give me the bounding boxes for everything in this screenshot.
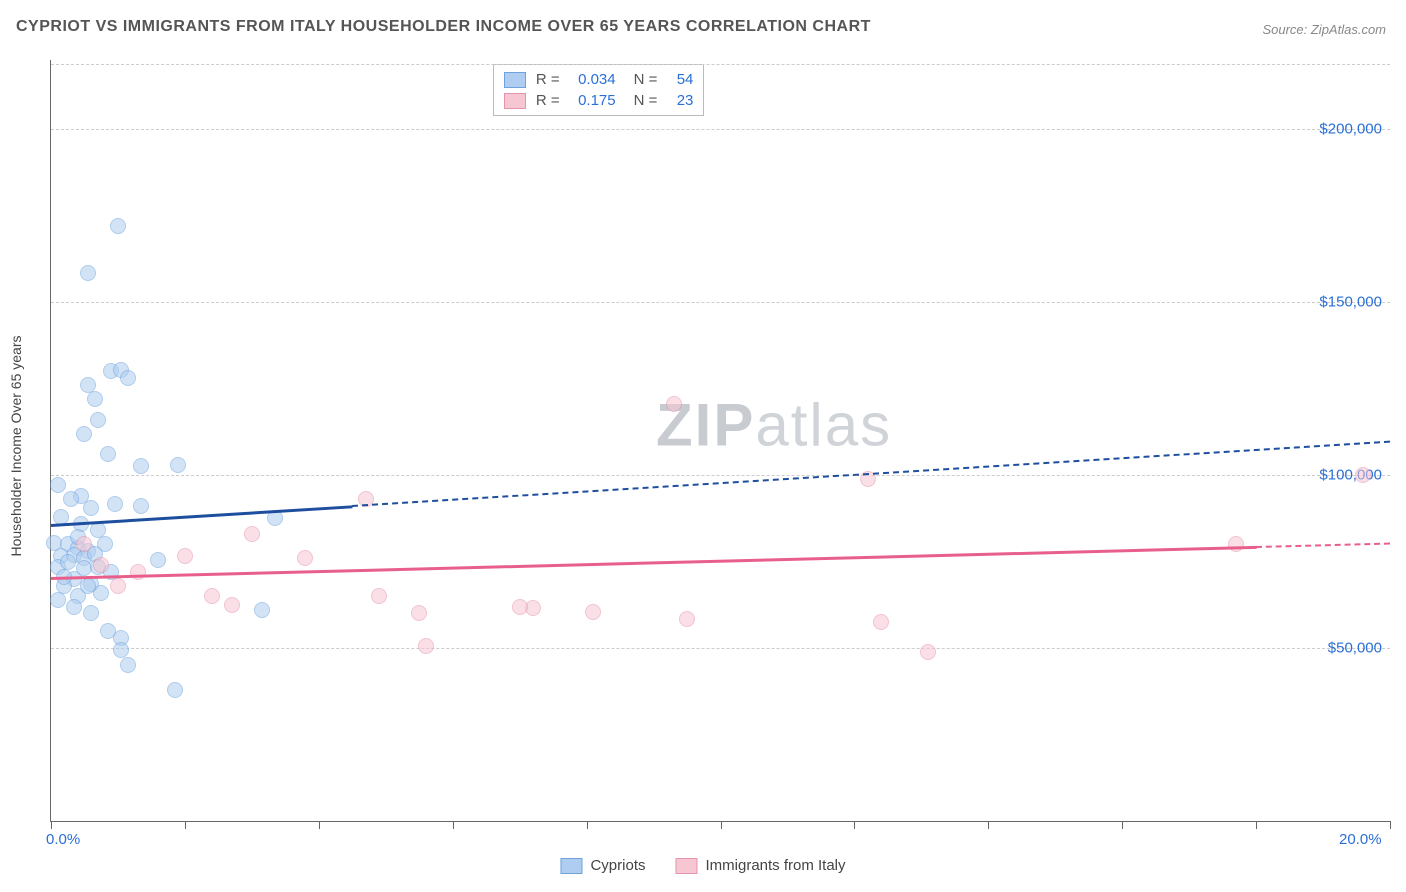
- data-point: [110, 218, 126, 234]
- x-tick: [1390, 821, 1391, 829]
- trend-line-solid: [51, 546, 1256, 580]
- x-tick: [1256, 821, 1257, 829]
- gridline: [51, 475, 1390, 476]
- x-tick: [51, 821, 52, 829]
- data-point: [1228, 536, 1244, 552]
- legend-item: Cypriots: [560, 857, 645, 874]
- data-point: [150, 552, 166, 568]
- data-point: [66, 599, 82, 615]
- x-tick: [1122, 821, 1123, 829]
- data-point: [90, 412, 106, 428]
- y-axis-label: Householder Income Over 65 years: [8, 336, 24, 557]
- legend-swatch: [504, 72, 526, 88]
- watermark-atlas: atlas: [755, 392, 892, 459]
- legend-swatch: [675, 858, 697, 874]
- data-point: [93, 557, 109, 573]
- data-point: [120, 370, 136, 386]
- data-point: [50, 477, 66, 493]
- data-point: [87, 391, 103, 407]
- x-tick: [185, 821, 186, 829]
- stat-r-label: R =: [536, 92, 560, 109]
- x-tick: [721, 821, 722, 829]
- x-tick: [453, 821, 454, 829]
- x-tick: [587, 821, 588, 829]
- trend-line-dashed: [1256, 543, 1390, 548]
- data-point: [133, 458, 149, 474]
- legend-label: Immigrants from Italy: [705, 857, 845, 874]
- scatter-plot-area: ZIPatlas R = 0.034 N = 54 R = 0.175 N = 23 $50,…: [50, 60, 1390, 822]
- data-point: [120, 657, 136, 673]
- stat-n-label: N =: [634, 92, 658, 109]
- watermark: ZIPatlas: [656, 391, 892, 460]
- series-legend: Cypriots Immigrants from Italy: [560, 857, 845, 874]
- stat-n-value: 54: [663, 71, 693, 88]
- data-point: [80, 578, 96, 594]
- stat-r-value: 0.034: [566, 71, 616, 88]
- trend-line-dashed: [352, 440, 1390, 506]
- y-tick-label: $200,000: [1319, 121, 1382, 138]
- stats-legend-row: R = 0.175 N = 23: [504, 90, 694, 111]
- data-point: [224, 597, 240, 613]
- legend-swatch: [560, 858, 582, 874]
- data-point: [170, 457, 186, 473]
- data-point: [100, 446, 116, 462]
- data-point: [110, 578, 126, 594]
- data-point: [297, 550, 313, 566]
- data-point: [679, 611, 695, 627]
- stats-legend-row: R = 0.034 N = 54: [504, 69, 694, 90]
- data-point: [50, 592, 66, 608]
- data-point: [76, 426, 92, 442]
- data-point: [113, 642, 129, 658]
- gridline: [51, 129, 1390, 130]
- data-point: [83, 500, 99, 516]
- legend-swatch: [504, 93, 526, 109]
- data-point: [204, 588, 220, 604]
- data-point: [60, 554, 76, 570]
- data-point: [80, 265, 96, 281]
- legend-item: Immigrants from Italy: [675, 857, 845, 874]
- source-attribution: Source: ZipAtlas.com: [1262, 22, 1386, 37]
- data-point: [83, 605, 99, 621]
- data-point: [133, 498, 149, 514]
- x-tick-label: 20.0%: [1339, 831, 1382, 848]
- data-point: [63, 491, 79, 507]
- stat-r-label: R =: [536, 71, 560, 88]
- data-point: [107, 496, 123, 512]
- data-point: [371, 588, 387, 604]
- y-tick-label: $150,000: [1319, 294, 1382, 311]
- data-point: [167, 682, 183, 698]
- x-tick: [854, 821, 855, 829]
- data-point: [1355, 467, 1371, 483]
- stats-legend: R = 0.034 N = 54 R = 0.175 N = 23: [493, 64, 705, 116]
- data-point: [244, 526, 260, 542]
- data-point: [920, 644, 936, 660]
- gridline: [51, 648, 1390, 649]
- data-point: [254, 602, 270, 618]
- stat-r-value: 0.175: [566, 92, 616, 109]
- x-tick: [988, 821, 989, 829]
- data-point: [873, 614, 889, 630]
- x-tick-label: 0.0%: [46, 831, 80, 848]
- chart-title: CYPRIOT VS IMMIGRANTS FROM ITALY HOUSEHO…: [16, 18, 871, 36]
- legend-label: Cypriots: [590, 857, 645, 874]
- x-tick: [319, 821, 320, 829]
- gridline: [51, 64, 1390, 65]
- stat-n-value: 23: [663, 92, 693, 109]
- y-tick-label: $50,000: [1328, 640, 1382, 657]
- y-tick-label: $100,000: [1319, 467, 1382, 484]
- stat-n-label: N =: [634, 71, 658, 88]
- data-point: [666, 396, 682, 412]
- data-point: [76, 536, 92, 552]
- data-point: [585, 604, 601, 620]
- data-point: [177, 548, 193, 564]
- data-point: [512, 599, 528, 615]
- data-point: [411, 605, 427, 621]
- data-point: [418, 638, 434, 654]
- gridline: [51, 302, 1390, 303]
